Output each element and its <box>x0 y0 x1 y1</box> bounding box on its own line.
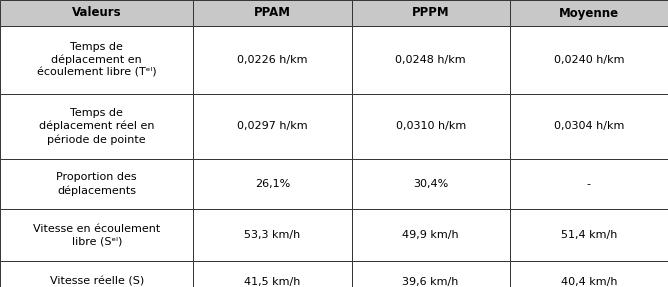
Text: 26,1%: 26,1% <box>255 179 290 189</box>
Bar <box>194 261 351 287</box>
Bar <box>510 261 668 287</box>
Text: Valeurs: Valeurs <box>72 7 122 20</box>
Text: Temps de
déplacement en
écoulement libre (Tᵉˡ): Temps de déplacement en écoulement libre… <box>37 42 156 78</box>
Text: Vitesse en écoulement
libre (Sᵉˡ): Vitesse en écoulement libre (Sᵉˡ) <box>33 224 160 246</box>
Bar <box>194 159 351 209</box>
Text: 49,9 km/h: 49,9 km/h <box>402 230 459 240</box>
Bar <box>0 209 194 261</box>
Bar <box>351 0 510 26</box>
Text: 53,3 km/h: 53,3 km/h <box>244 230 301 240</box>
Bar <box>0 159 194 209</box>
Text: 41,5 km/h: 41,5 km/h <box>244 277 301 287</box>
Text: 0,0226 h/km: 0,0226 h/km <box>237 55 308 65</box>
Text: 30,4%: 30,4% <box>413 179 448 189</box>
Text: 51,4 km/h: 51,4 km/h <box>560 230 617 240</box>
Bar <box>194 0 351 26</box>
Text: Temps de
déplacement réel en
période de pointe: Temps de déplacement réel en période de … <box>39 108 154 145</box>
Bar <box>510 209 668 261</box>
Text: Moyenne: Moyenne <box>559 7 619 20</box>
Bar <box>510 0 668 26</box>
Text: 0,0297 h/km: 0,0297 h/km <box>237 121 308 131</box>
Bar <box>194 94 351 159</box>
Bar <box>351 261 510 287</box>
Text: PPAM: PPAM <box>254 7 291 20</box>
Bar <box>194 209 351 261</box>
Bar <box>351 26 510 94</box>
Bar <box>194 26 351 94</box>
Text: Proportion des
déplacements: Proportion des déplacements <box>56 172 137 195</box>
Text: 0,0310 h/km: 0,0310 h/km <box>395 121 466 131</box>
Text: -: - <box>587 179 591 189</box>
Bar <box>510 159 668 209</box>
Bar <box>0 261 194 287</box>
Bar <box>351 159 510 209</box>
Bar <box>0 26 194 94</box>
Bar <box>0 0 194 26</box>
Text: Vitesse réelle (S): Vitesse réelle (S) <box>49 277 144 287</box>
Text: 0,0248 h/km: 0,0248 h/km <box>395 55 466 65</box>
Bar <box>351 209 510 261</box>
Bar <box>351 94 510 159</box>
Text: 39,6 km/h: 39,6 km/h <box>403 277 459 287</box>
Text: PPPM: PPPM <box>412 7 450 20</box>
Bar <box>510 94 668 159</box>
Bar <box>0 94 194 159</box>
Text: 40,4 km/h: 40,4 km/h <box>560 277 617 287</box>
Bar <box>510 26 668 94</box>
Text: 0,0240 h/km: 0,0240 h/km <box>554 55 624 65</box>
Text: 0,0304 h/km: 0,0304 h/km <box>554 121 624 131</box>
